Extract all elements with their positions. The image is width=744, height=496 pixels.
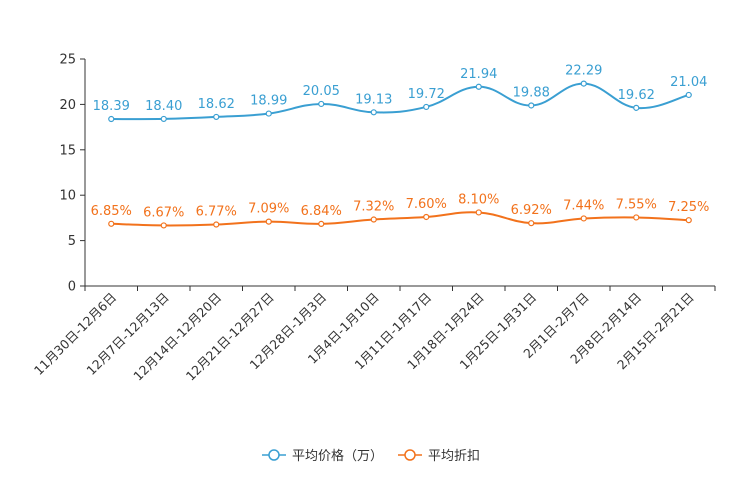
data-label: 6.77% — [196, 205, 237, 220]
data-label: 18.40 — [145, 99, 182, 114]
y-tick-label: 25 — [59, 53, 76, 68]
series-1: 18.39 18.40 18.62 18.99 20.05 19.13 19.72 21.94… — [93, 64, 707, 123]
legend-marker-icon — [404, 449, 416, 461]
data-label: 21.94 — [460, 67, 497, 82]
series-line — [111, 211, 689, 227]
data-label: 21.04 — [670, 75, 707, 90]
data-point — [318, 100, 325, 108]
legend: 平均价格（万） 平均折扣 — [262, 448, 480, 464]
legend-label: 平均折扣 — [428, 449, 480, 464]
data-point — [475, 209, 482, 216]
data-label: 7.09% — [248, 202, 289, 217]
data-point — [685, 91, 692, 99]
data-point — [213, 221, 220, 228]
data-label: 18.62 — [198, 97, 235, 112]
data-point — [160, 222, 167, 229]
data-label: 18.39 — [93, 99, 130, 114]
data-point — [580, 80, 587, 87]
data-label: 22.29 — [565, 64, 602, 79]
y-tick-label: 5 — [68, 234, 76, 249]
data-label: 8.10% — [458, 192, 499, 207]
y-tick-label: 0 — [68, 280, 76, 295]
y-tick-label: 15 — [59, 143, 76, 158]
data-label: 7.60% — [406, 197, 447, 212]
legend-marker-icon — [268, 449, 280, 461]
data-point — [318, 220, 325, 227]
data-point — [423, 103, 430, 111]
data-label: 19.13 — [355, 92, 392, 107]
data-point — [685, 217, 692, 224]
series-2: 6.85% 6.67% 6.77% 7.09% 6.84% 7.32% 7.60% 8.10%… — [91, 192, 709, 229]
data-point — [580, 215, 587, 222]
legend-label: 平均价格（万） — [292, 448, 383, 464]
data-point — [213, 113, 220, 121]
data-label: 7.55% — [616, 197, 657, 212]
data-point — [475, 83, 482, 90]
y-tick-label: 10 — [59, 189, 76, 204]
data-label: 19.72 — [408, 87, 445, 102]
data-point — [160, 115, 167, 123]
data-point — [528, 220, 535, 227]
data-point — [423, 213, 430, 221]
data-label: 19.62 — [618, 88, 655, 103]
data-label: 19.88 — [513, 85, 550, 100]
x-category-label: 12月21日-12月27日 — [183, 290, 277, 384]
data-point — [528, 102, 535, 109]
data-point — [265, 110, 272, 117]
data-label: 20.05 — [303, 84, 340, 99]
x-category-label: 12月14日-12月20日 — [130, 290, 224, 384]
data-point — [108, 220, 115, 227]
data-label: 7.44% — [563, 198, 604, 213]
data-point — [633, 214, 640, 221]
data-label: 18.99 — [250, 94, 287, 109]
series-layer: 18.39 18.40 18.62 18.99 20.05 19.13 19.72 21.94… — [91, 64, 709, 229]
data-label: 7.32% — [353, 200, 394, 215]
legend-item-2: 平均折扣 — [398, 449, 480, 464]
y-axis: 0 5 10 15 20 25 — [59, 53, 86, 295]
data-label: 6.85% — [91, 204, 132, 219]
x-axis: 11月30日-12月6日12月7日-12月13日12月14日-12月20日12月… — [31, 285, 716, 384]
data-label: 6.84% — [301, 204, 342, 219]
y-tick-label: 20 — [59, 98, 76, 113]
data-point — [108, 115, 115, 123]
data-point — [370, 109, 377, 116]
data-label: 6.92% — [511, 203, 552, 218]
data-point — [265, 218, 272, 225]
data-label: 7.25% — [668, 200, 709, 215]
data-point — [633, 104, 640, 111]
legend-item-1: 平均价格（万） — [262, 448, 383, 464]
data-label: 6.67% — [143, 205, 184, 220]
data-point — [370, 216, 377, 223]
